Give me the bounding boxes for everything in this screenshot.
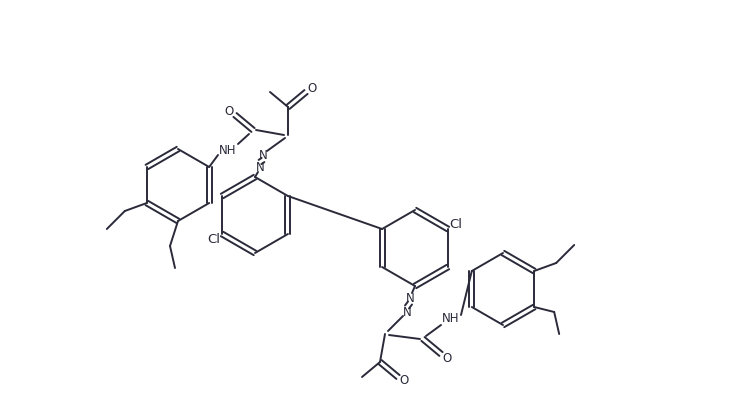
Text: N: N [405,292,414,305]
Text: NH: NH [219,143,237,156]
Text: Cl: Cl [449,218,463,231]
Text: O: O [443,352,452,365]
Text: N: N [256,160,265,173]
Text: N: N [259,149,268,162]
Text: O: O [307,81,317,94]
Text: NH: NH [442,312,460,325]
Text: Cl: Cl [207,233,221,246]
Text: O: O [399,374,408,387]
Text: N: N [402,305,411,318]
Text: O: O [224,105,234,117]
